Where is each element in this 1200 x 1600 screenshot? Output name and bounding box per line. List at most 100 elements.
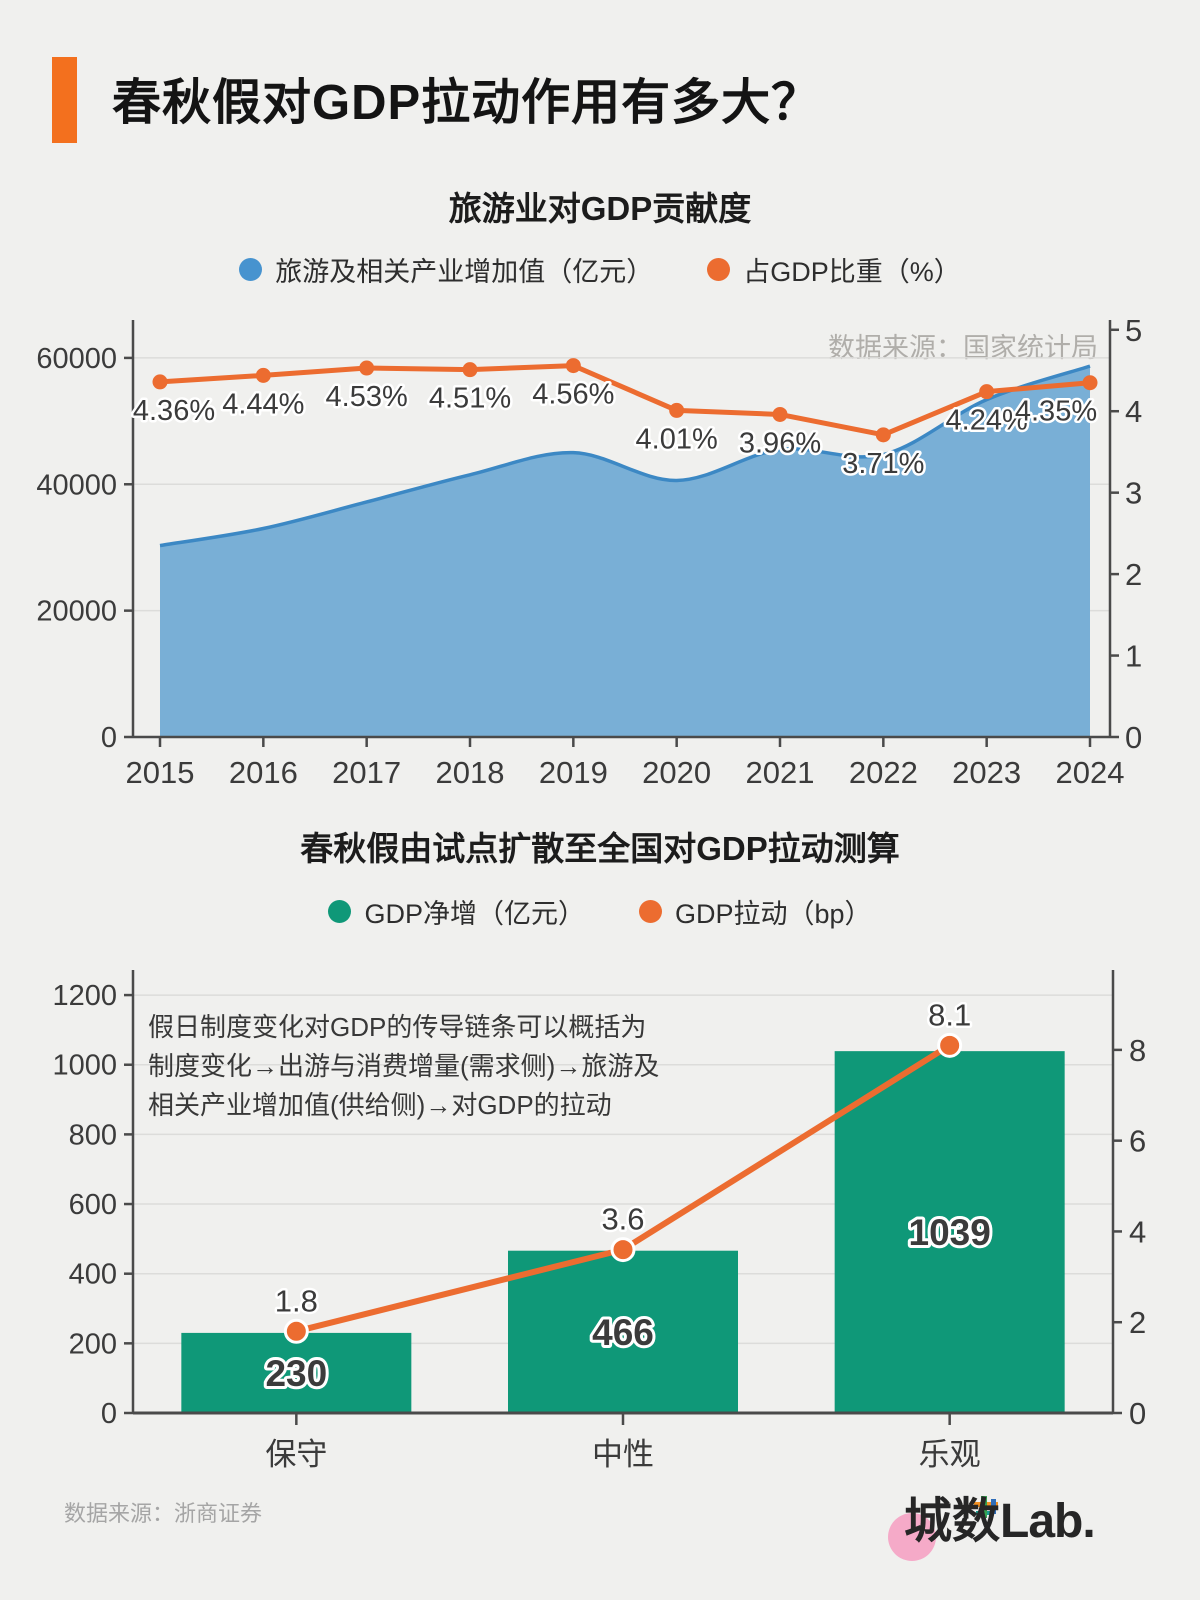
chart2-plot: 0 200 400 600 800 1000 1200 0 2 4 6 8 保守 中性 乐观 230 466 10…	[52, 970, 1146, 1472]
chart2-source-note: 数据来源：浙商证券	[64, 1501, 263, 1526]
right-axis-tick-label: 0	[1129, 1396, 1146, 1431]
gdp-share-value-label: 3.96%	[739, 427, 821, 459]
right-axis-tick-label: 5	[1125, 313, 1142, 348]
gdp-share-point	[979, 384, 995, 400]
tourism-value-area-edge	[159, 364, 1091, 548]
left-axis-tick-label: 0	[101, 722, 117, 754]
gdp-share-point	[255, 367, 271, 383]
legend-dot-icon	[239, 258, 263, 281]
bar-value-label: 466	[592, 1312, 654, 1353]
chart2-legend-item-bar: GDP净增（亿元）	[328, 892, 585, 931]
x-axis-year-label: 2023	[952, 755, 1021, 790]
right-axis-tick-label: 3	[1125, 476, 1142, 511]
gdp-pull-point	[283, 1318, 309, 1344]
gdp-pull-point	[937, 1032, 963, 1058]
chart1-plot: 0 20000 40000 60000 0 1 2 3 4 5 2015 2016 2017 2018 20…	[36, 313, 1142, 790]
legend-label: GDP拉动（bp）	[674, 899, 872, 929]
tourism-value-area	[160, 366, 1090, 737]
chart1-title: 旅游业对GDP贡献度	[448, 190, 752, 227]
brand-logo: 城数Lab.	[882, 1486, 1162, 1572]
left-axis-tick-label: 200	[69, 1328, 117, 1360]
right-axis-tick-label: 2	[1129, 1305, 1146, 1340]
line-value-label: 3.6	[601, 1202, 644, 1237]
legend-dot-icon	[638, 900, 662, 923]
legend-label: GDP净增（亿元）	[364, 899, 585, 929]
logo-cn: 城数	[904, 1495, 1001, 1548]
left-axis-tick-label: 0	[101, 1398, 117, 1430]
gdp-share-point	[462, 362, 478, 378]
chart2-annotation: 假日制度变化对GDP的传导链条可以概括为 制度变化→出游与消费增量(需求侧)→旅…	[148, 1008, 659, 1125]
chart2-legend-item-line: GDP拉动（bp）	[638, 892, 872, 931]
left-axis-tick-label: 400	[69, 1259, 117, 1291]
right-axis-tick-label: 0	[1125, 720, 1142, 755]
page-title: 春秋假对GDP拉动作用有多大？	[112, 76, 822, 130]
chart2-title: 春秋假由试点扩散至全国对GDP拉动测算	[300, 830, 900, 867]
gdp-share-value-label: 3.71%	[842, 448, 924, 480]
bar-value-label: 1039	[909, 1212, 991, 1253]
x-axis-year-label: 2019	[539, 755, 608, 790]
gdp-share-value-label: 4.51%	[429, 383, 511, 415]
gdp-share-value-label: 4.24%	[946, 405, 1028, 437]
left-axis-tick-label: 600	[69, 1189, 117, 1221]
logo-text: 城数Lab.	[904, 1486, 1096, 1558]
gdp-pull-point	[610, 1237, 636, 1263]
legend-dot-icon	[707, 258, 731, 281]
gdp-share-value-label: 4.53%	[326, 381, 408, 413]
legend-dot-icon	[328, 900, 352, 923]
gdp-share-point	[772, 406, 788, 422]
x-axis-year-label: 2022	[849, 755, 918, 790]
logo-en: Lab.	[1000, 1495, 1096, 1548]
x-axis-category-label: 乐观	[919, 1437, 981, 1472]
x-axis-year-label: 2020	[642, 755, 711, 790]
chart1-legend-item-area: 旅游及相关产业增加值（亿元）	[239, 250, 653, 289]
gdp-share-point	[669, 402, 685, 418]
right-axis-tick-label: 4	[1129, 1214, 1146, 1249]
annotation-line: 制度变化→出游与消费增量(需求侧)→旅游及	[148, 1051, 660, 1081]
gdp-gain-bar	[181, 1332, 412, 1413]
annotation-line: 相关产业增加值(供给侧)→对GDP的拉动	[148, 1090, 612, 1120]
left-axis-tick-label: 1200	[52, 980, 117, 1012]
x-axis-year-label: 2021	[746, 755, 815, 790]
gdp-share-point	[359, 360, 375, 376]
right-axis-tick-label: 8	[1129, 1033, 1146, 1068]
x-axis-year-label: 2017	[332, 755, 401, 790]
left-axis-tick-label: 20000	[36, 596, 117, 628]
gdp-gain-bar	[508, 1250, 738, 1413]
gdp-share-point	[1082, 375, 1098, 391]
gdp-gain-bar	[834, 1051, 1065, 1413]
annotation-line: 假日制度变化对GDP的传导链条可以概括为	[148, 1012, 647, 1042]
gdp-share-point	[152, 374, 168, 390]
x-axis-category-label: 保守	[265, 1437, 327, 1472]
left-axis-tick-label: 60000	[36, 343, 117, 375]
right-axis-tick-label: 2	[1125, 557, 1142, 592]
x-axis-year-label: 2015	[126, 755, 195, 790]
chart1-legend-item-line: 占GDP比重（%）	[707, 250, 961, 289]
left-axis-tick-label: 800	[69, 1119, 117, 1151]
chart1-legend: 旅游及相关产业增加值（亿元） 占GDP比重（%）	[0, 250, 1200, 289]
x-axis-year-label: 2016	[229, 755, 298, 790]
right-axis-tick-label: 4	[1125, 394, 1142, 429]
gdp-share-line	[159, 363, 1091, 438]
gdp-share-point	[565, 358, 581, 374]
left-axis-tick-label: 1000	[52, 1050, 117, 1082]
left-axis-tick-label: 40000	[36, 469, 117, 501]
gdp-share-point	[875, 427, 891, 443]
logo-pink-circle-icon	[888, 1513, 936, 1561]
legend-label: 旅游及相关产业增加值（亿元）	[275, 257, 654, 287]
legend-label: 占GDP比重（%）	[743, 257, 961, 287]
logo-colored-hash-icon	[974, 1496, 1000, 1522]
x-axis-year-label: 2024	[1056, 755, 1125, 790]
bar-value-label: 230	[265, 1353, 327, 1394]
gdp-share-value-label: 4.01%	[636, 423, 718, 455]
gdp-share-value-label: 4.36%	[133, 395, 215, 427]
title-accent-bar	[52, 57, 77, 143]
right-axis-tick-label: 6	[1129, 1124, 1146, 1159]
line-value-label: 8.1	[928, 997, 971, 1032]
right-axis-tick-label: 1	[1125, 639, 1142, 674]
gdp-share-value-label: 4.56%	[532, 379, 614, 411]
gdp-share-value-label: 4.35%	[1015, 396, 1097, 428]
x-axis-year-label: 2018	[436, 755, 505, 790]
gdp-share-value-label: 4.44%	[222, 388, 304, 420]
x-axis-category-label: 中性	[592, 1437, 654, 1472]
